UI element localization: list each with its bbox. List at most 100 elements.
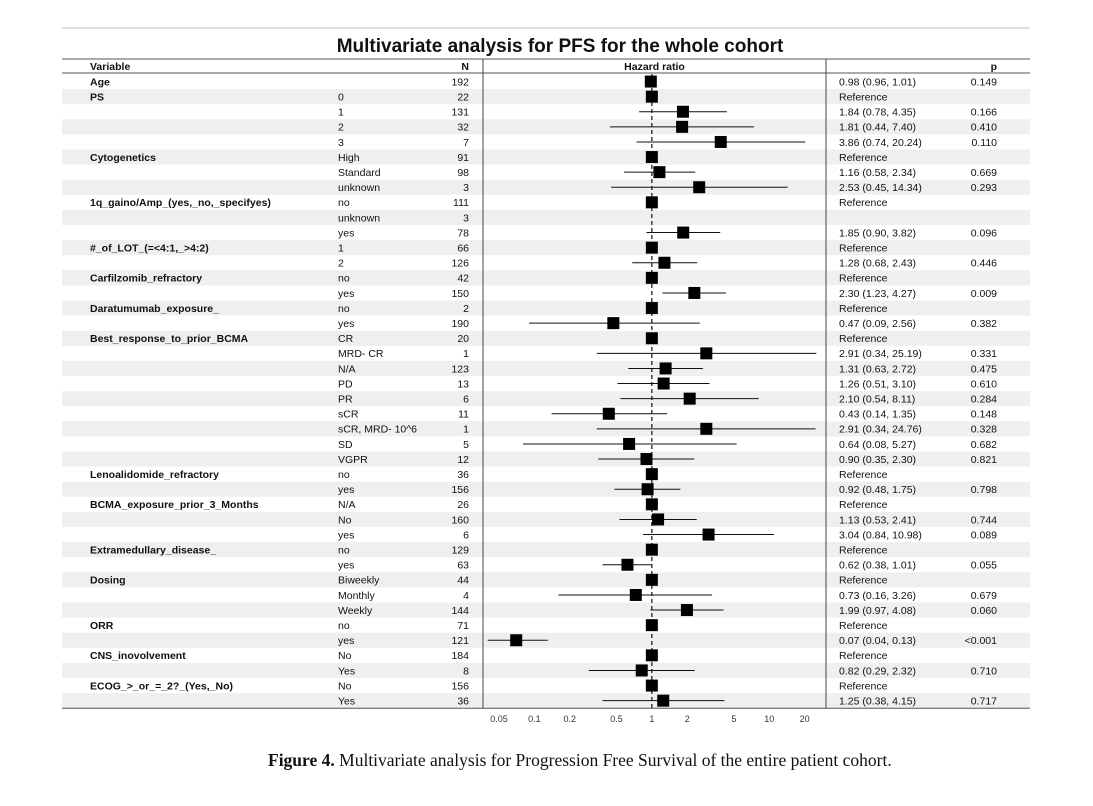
row-stripe — [62, 300, 1030, 316]
n-value: 150 — [451, 288, 469, 300]
hr-point — [644, 75, 657, 88]
hr-point — [645, 151, 658, 164]
forest-plot: Multivariate analysis for PFS for the wh… — [62, 27, 1030, 724]
row-stripe — [62, 542, 1030, 558]
level-label: 3 — [338, 137, 344, 149]
hr-point — [607, 317, 620, 330]
hr-point — [653, 166, 666, 179]
level-label: Weekly — [338, 605, 373, 617]
hr-point — [677, 226, 690, 239]
n-value: 42 — [457, 273, 469, 285]
hr-ci-text: Reference — [839, 680, 888, 692]
level-label: no — [338, 620, 350, 632]
level-label: no — [338, 303, 350, 315]
level-label: Biweekly — [338, 575, 380, 587]
level-label: No — [338, 680, 352, 692]
hr-point — [688, 286, 701, 299]
level-label: PR — [338, 393, 353, 405]
n-value: 20 — [457, 333, 469, 345]
hr-point — [645, 332, 658, 345]
n-value: 6 — [463, 393, 469, 405]
p-value: 0.821 — [971, 454, 997, 466]
n-value: 91 — [457, 152, 469, 164]
hr-ci-text: 3.86 (0.74, 20.24) — [839, 137, 922, 149]
hr-point — [645, 679, 658, 692]
p-value: 0.009 — [971, 288, 997, 300]
row-stripe — [62, 330, 1030, 346]
p-value: 0.284 — [971, 393, 997, 405]
hr-ci-text: 1.84 (0.78, 4.35) — [839, 107, 916, 119]
x-tick-label: 1 — [649, 714, 654, 724]
level-label: no — [338, 544, 350, 556]
level-label: VGPR — [338, 454, 368, 466]
n-value: 156 — [451, 680, 469, 692]
hr-point — [623, 437, 636, 450]
hr-point — [640, 453, 653, 466]
variable-label: ORR — [90, 620, 114, 632]
n-value: 123 — [451, 363, 469, 375]
variable-label: BCMA_exposure_prior_3_Months — [90, 499, 259, 511]
hr-point — [676, 120, 689, 133]
hr-point — [702, 528, 715, 541]
level-label: Standard — [338, 167, 381, 179]
level-label: sCR, MRD- 10^6 — [338, 424, 417, 436]
n-value: 98 — [457, 167, 469, 179]
hr-ci-text: 1.25 (0.38, 4.15) — [839, 695, 916, 707]
level-label: PD — [338, 378, 353, 390]
level-label: yes — [338, 484, 354, 496]
hr-ci-text: Reference — [839, 242, 888, 254]
n-value: 36 — [457, 469, 469, 481]
level-label: N/A — [338, 363, 356, 375]
level-label: unknown — [338, 182, 380, 194]
n-value: 36 — [457, 695, 469, 707]
row-stripe — [62, 451, 1030, 467]
chart-title: Multivariate analysis for PFS for the wh… — [337, 36, 784, 57]
hr-point — [510, 634, 523, 647]
level-label: No — [338, 514, 352, 526]
hr-point — [635, 664, 648, 677]
n-value: 22 — [457, 91, 469, 103]
hr-ci-text: Reference — [839, 575, 888, 587]
level-label: Yes — [338, 665, 355, 677]
row-stripe — [62, 602, 1030, 618]
n-value: 1 — [463, 424, 469, 436]
variable-label: Daratumumab_exposure_ — [90, 303, 219, 315]
hr-ci-text: 1.26 (0.51, 3.10) — [839, 378, 916, 390]
figure-caption-text: Multivariate analysis for Progression Fr… — [334, 750, 892, 770]
level-label: 1 — [338, 107, 344, 119]
variable-label: Best_response_to_prior_BCMA — [90, 333, 249, 345]
x-tick-label: 20 — [800, 714, 810, 724]
hr-point — [658, 256, 671, 269]
n-value: 7 — [463, 137, 469, 149]
n-value: 156 — [451, 484, 469, 496]
hr-ci-text: Reference — [839, 303, 888, 315]
hr-ci-text: 0.92 (0.48, 1.75) — [839, 484, 916, 496]
hr-point — [645, 543, 658, 556]
hr-ci-text: 1.28 (0.68, 2.43) — [839, 258, 916, 270]
hr-point — [645, 241, 658, 254]
hr-point — [645, 573, 658, 586]
p-value: 0.331 — [971, 348, 997, 360]
variable-label: 1q_gaino/Amp_(yes,_no,_specifyes) — [90, 197, 271, 209]
hr-ci-text: 0.47 (0.09, 2.56) — [839, 318, 916, 330]
hr-point — [700, 347, 713, 360]
level-label: yes — [338, 560, 354, 572]
hr-ci-text: Reference — [839, 152, 888, 164]
header-hazard-ratio: Hazard ratio — [624, 61, 685, 73]
hr-ci-text: 0.82 (0.29, 2.32) — [839, 665, 916, 677]
hr-ci-text: Reference — [839, 650, 888, 662]
n-value: 126 — [451, 258, 469, 270]
hr-point — [683, 392, 696, 405]
level-label: no — [338, 469, 350, 481]
level-label: No — [338, 650, 352, 662]
header-p: p — [991, 61, 997, 73]
hr-point — [645, 196, 658, 209]
hr-point — [645, 498, 658, 511]
hr-ci-text: 3.04 (0.84, 10.98) — [839, 529, 922, 541]
n-value: 71 — [457, 620, 469, 632]
level-label: Yes — [338, 695, 355, 707]
hr-point — [629, 588, 642, 601]
n-value: 121 — [451, 635, 469, 647]
row-stripe — [62, 421, 1030, 437]
hr-ci-text: Reference — [839, 469, 888, 481]
